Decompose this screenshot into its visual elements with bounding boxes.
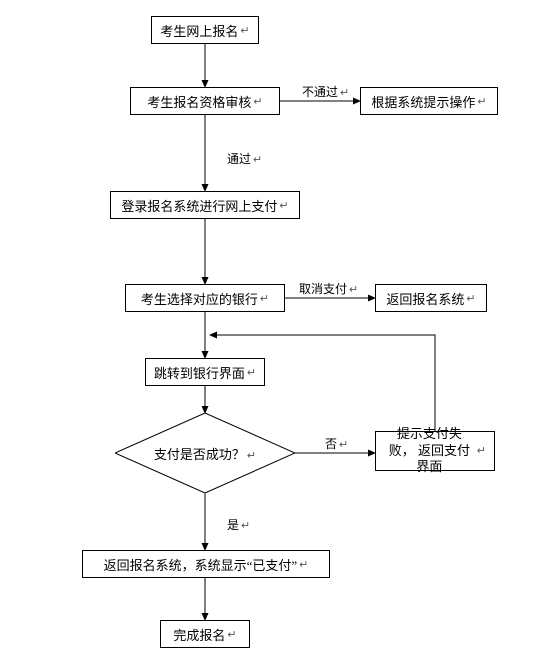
- flowchart-canvas: 考生网上报名↵考生报名资格审核↵根据系统提示操作↵登录报名系统进行网上支付↵考生…: [0, 0, 553, 666]
- node-label: 考生报名资格审核: [147, 92, 251, 111]
- return-mark-icon: ↵: [349, 284, 358, 296]
- node-label: 完成报名: [173, 625, 225, 644]
- edge-label-e2: 通过↵: [225, 150, 264, 167]
- node-label: 根据系统提示操作: [371, 92, 475, 111]
- node-n5: 跳转到银行界面↵: [145, 358, 265, 386]
- return-mark-icon: ↵: [260, 292, 269, 305]
- node-n2b: 根据系统提示操作↵: [360, 87, 498, 115]
- edge-label-e6: 是↵: [225, 516, 252, 533]
- edge-label-e2b: 不通过↵: [300, 83, 351, 100]
- node-label: 支付是否成功？↵: [154, 444, 256, 463]
- node-label: 跳转到银行界面: [154, 363, 245, 382]
- node-n1: 考生网上报名↵: [151, 16, 259, 44]
- node-label: 提示支付失败， 返回支付界面: [384, 426, 475, 477]
- return-mark-icon: ↵: [299, 558, 308, 571]
- return-mark-icon: ↵: [477, 95, 486, 108]
- return-mark-icon: ↵: [253, 154, 262, 166]
- return-mark-icon: ↵: [466, 292, 475, 305]
- node-label: 登录报名系统进行网上支付: [121, 196, 277, 215]
- return-mark-icon: ↵: [339, 439, 348, 451]
- return-mark-icon: ↵: [227, 628, 236, 641]
- node-n4: 考生选择对应的银行↵: [125, 284, 285, 312]
- return-mark-icon: ↵: [279, 199, 288, 212]
- edge-label-e6b: 否↵: [323, 435, 350, 452]
- return-mark-icon: ↵: [241, 520, 250, 532]
- node-label: 考生网上报名: [160, 21, 238, 40]
- return-mark-icon: ↵: [340, 87, 349, 99]
- node-label: 返回报名系统，系统显示“已支付”: [104, 555, 298, 574]
- node-n6b: 提示支付失败， 返回支付界面↵: [375, 431, 495, 471]
- return-mark-icon: ↵: [253, 95, 262, 108]
- return-mark-icon: ↵: [247, 450, 256, 462]
- node-n4b: 返回报名系统↵: [375, 284, 487, 312]
- node-n3: 登录报名系统进行网上支付↵: [110, 191, 300, 219]
- node-label: 返回报名系统: [386, 289, 464, 308]
- return-mark-icon: ↵: [240, 24, 249, 37]
- edge-label-e4b: 取消支付↵: [297, 280, 360, 297]
- return-mark-icon: ↵: [247, 366, 256, 379]
- node-n8: 完成报名↵: [160, 620, 250, 648]
- return-mark-icon: ↵: [477, 444, 486, 458]
- node-label: 考生选择对应的银行: [141, 289, 258, 308]
- node-n7: 返回报名系统，系统显示“已支付”↵: [82, 550, 330, 578]
- node-n2: 考生报名资格审核↵: [130, 87, 280, 115]
- node-n6: 支付是否成功？↵: [115, 413, 295, 493]
